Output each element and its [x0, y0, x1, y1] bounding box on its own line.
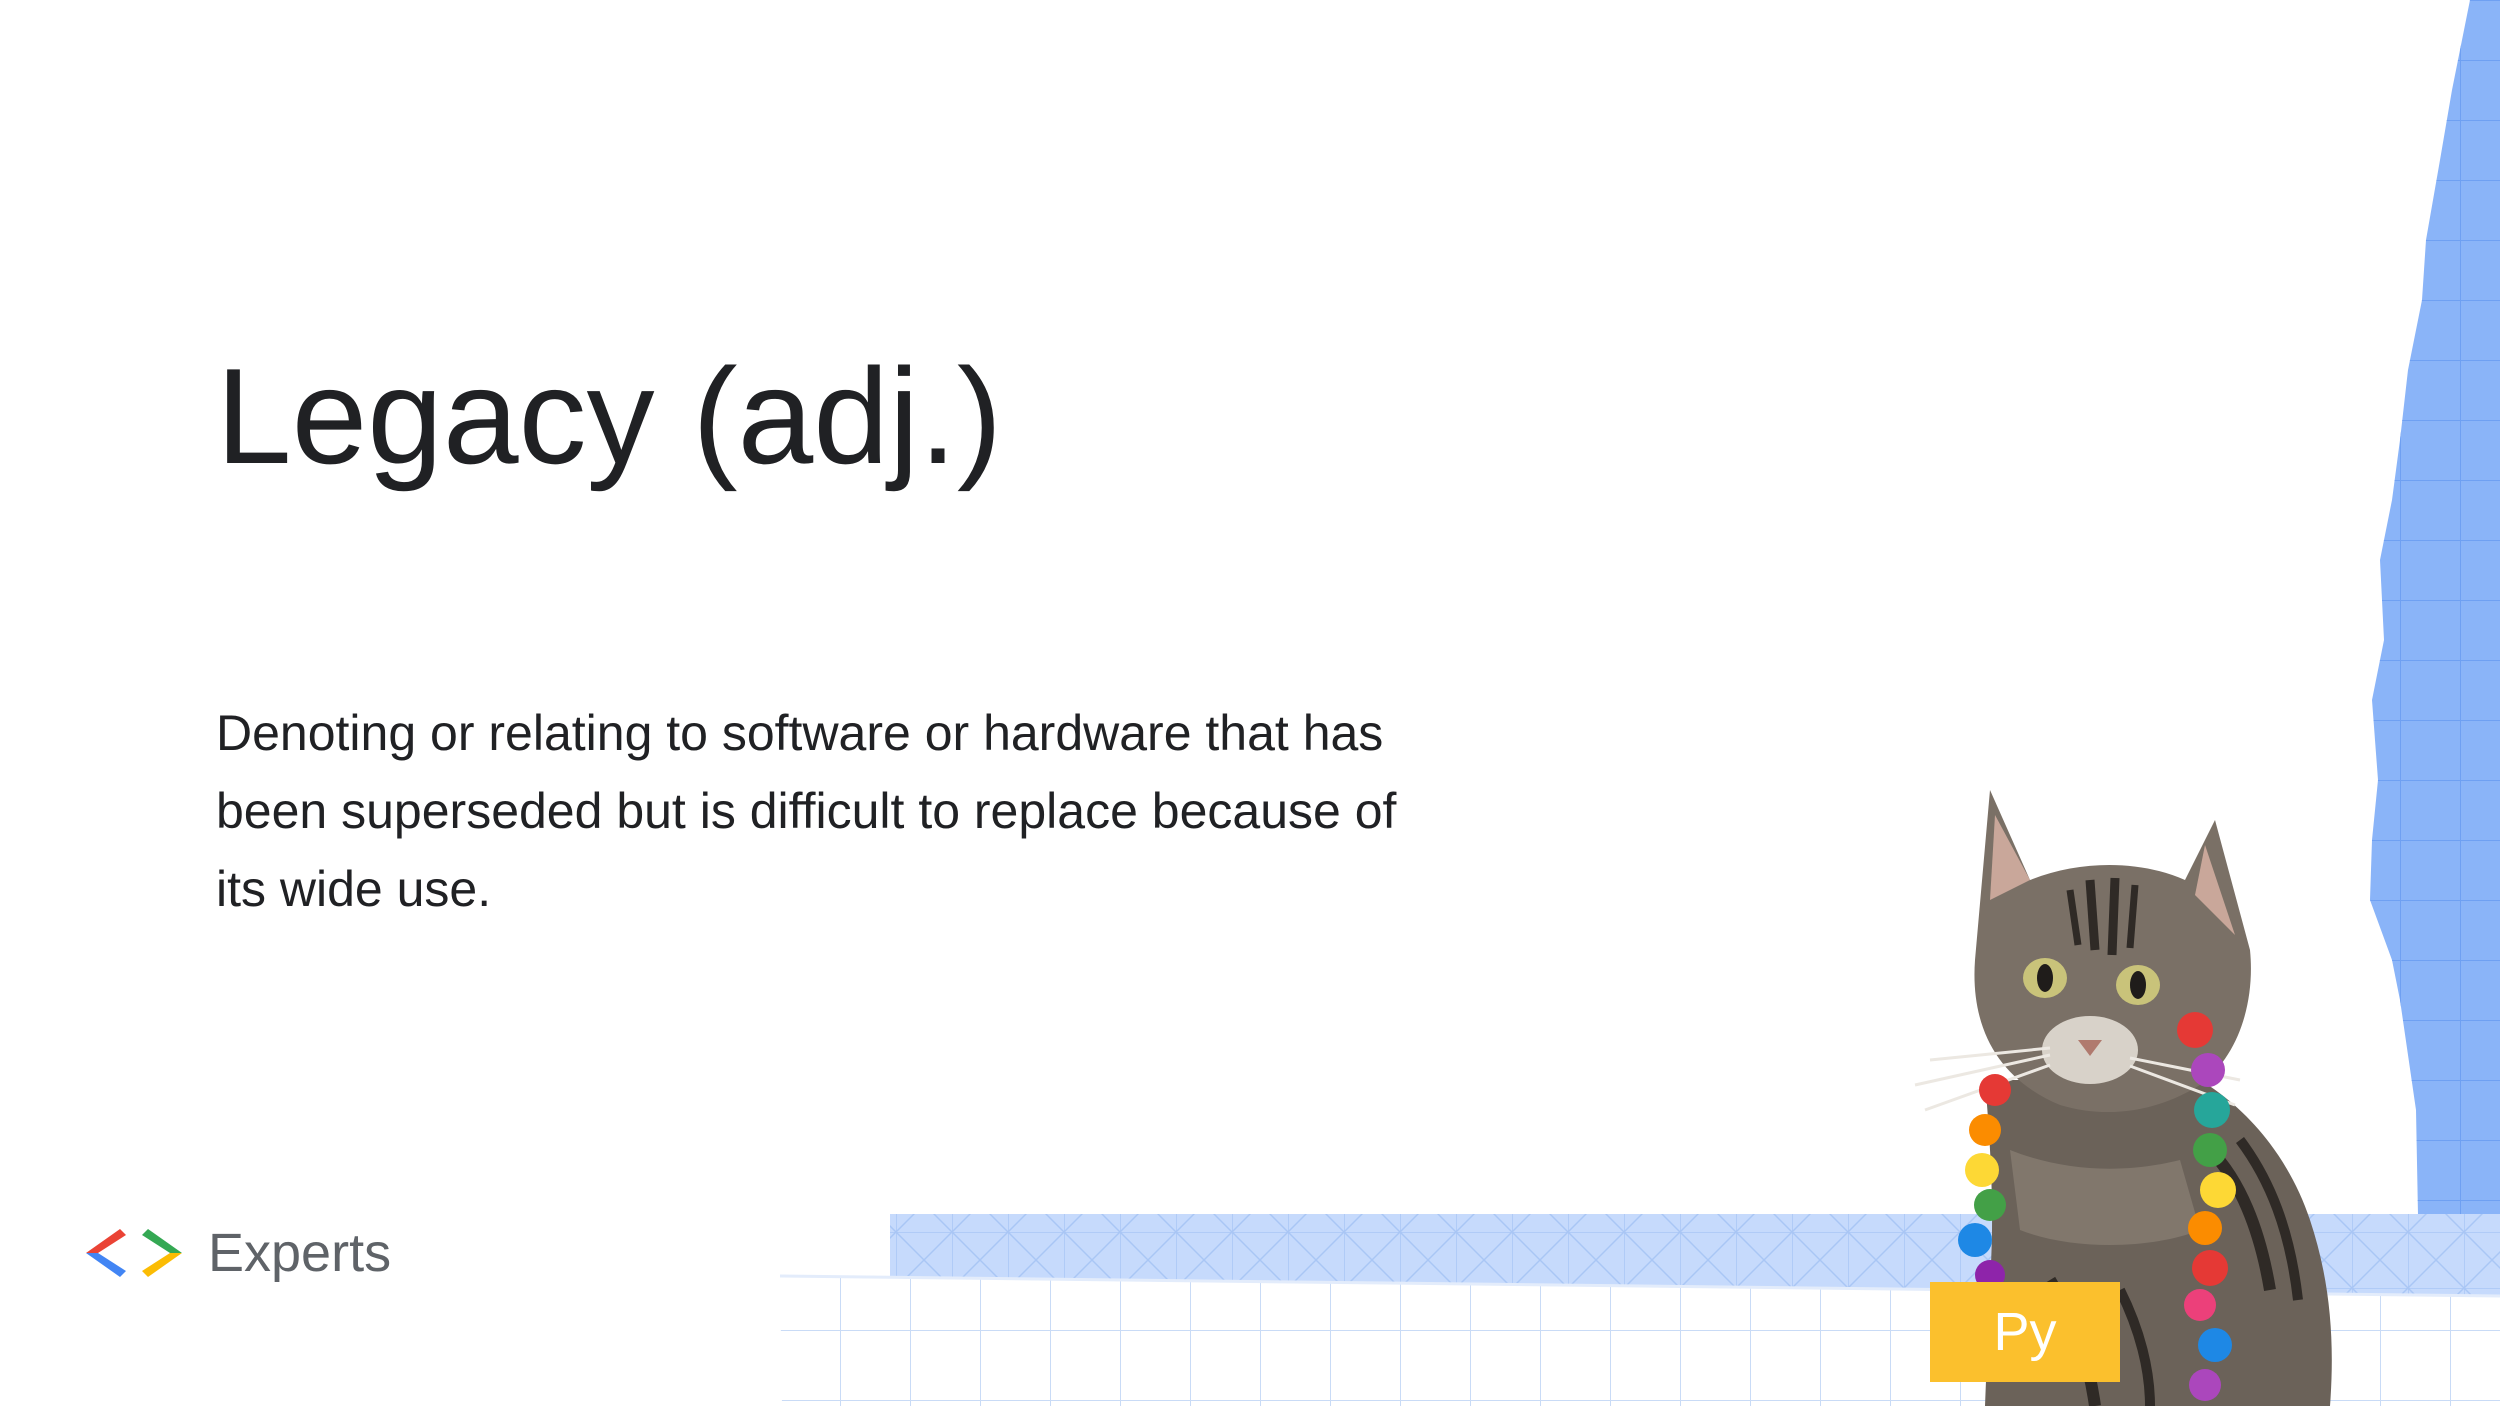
experts-logo: Experts: [78, 1218, 391, 1288]
flower-lei: [1958, 1012, 2236, 1401]
blue-torn-strip: [2370, 0, 2500, 1215]
experts-label: Experts: [208, 1223, 392, 1283]
python-badge-label: Py: [1993, 1302, 2057, 1362]
slide-title: Legacy (adj.): [216, 340, 1003, 492]
definition-text: Denoting or relating to software or hard…: [216, 705, 1397, 917]
python-badge: Py: [1930, 1282, 2120, 1382]
google-developers-chevrons-icon: [86, 1229, 182, 1277]
